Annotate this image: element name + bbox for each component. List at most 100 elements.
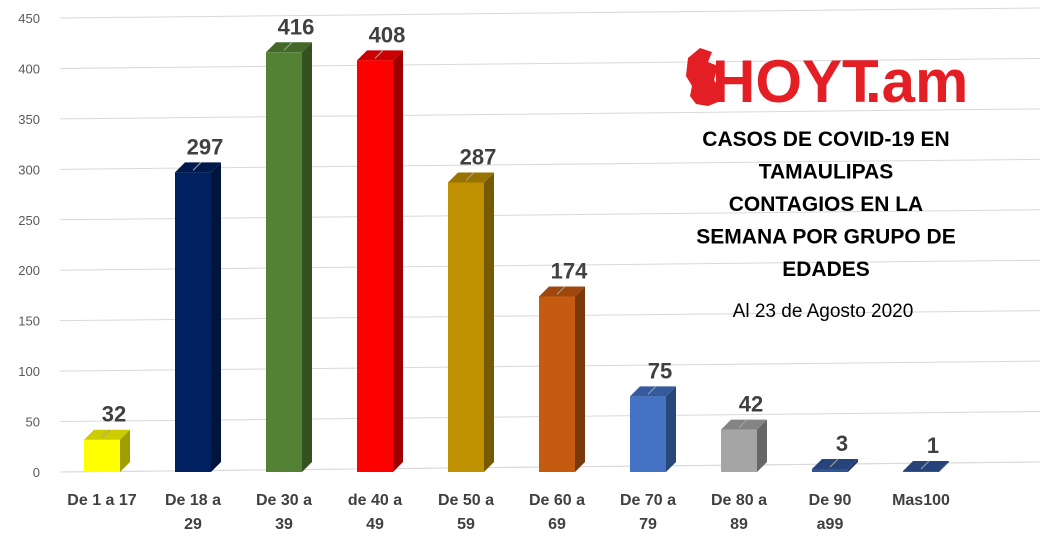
bar — [903, 460, 949, 472]
bar-top — [812, 458, 858, 469]
value-leader — [920, 460, 930, 470]
bar-side — [211, 162, 221, 473]
bar-side — [393, 50, 403, 473]
value-leader — [192, 162, 202, 171]
y-tick-label: 300 — [18, 162, 40, 177]
x-category-label: De 90 — [809, 492, 852, 509]
bar — [448, 172, 494, 472]
bar-side — [484, 172, 494, 472]
gridline — [59, 7, 1040, 19]
bar — [84, 429, 130, 472]
y-axis-ticks: 0 50 100 150 200 250 300 350 400 450 — [18, 11, 40, 480]
bar — [539, 286, 585, 472]
value-leader — [101, 429, 111, 439]
x-category-label: 49 — [366, 516, 384, 533]
x-category-label: De 30 a — [256, 492, 312, 509]
x-axis-categories: De 1 a 17 De 18 a 29 De 30 a 39 de 40 a 49 De 5… — [67, 492, 950, 533]
y-tick-label: 250 — [18, 213, 40, 228]
bar-side — [120, 429, 130, 472]
value-leader — [556, 286, 566, 295]
y-tick-label: 200 — [18, 263, 40, 278]
x-category-label: De 80 a — [711, 492, 767, 509]
value-label: 1 — [927, 433, 939, 458]
bar-front — [175, 172, 211, 473]
chart-title-line: TAMAULIPAS — [759, 161, 894, 184]
bar-top — [357, 50, 403, 61]
x-category-label: de 40 a — [348, 492, 402, 509]
chart-title-line: CONTAGIOS EN LA — [729, 193, 923, 216]
x-category-label: De 1 a 17 — [67, 492, 136, 509]
chart-subtitle: Al 23 de Agosto 2020 — [733, 301, 914, 322]
logo-map-shape — [686, 48, 722, 106]
bar-front — [357, 60, 393, 473]
gridlines — [59, 7, 1040, 473]
value-label: 75 — [648, 358, 672, 383]
value-leader — [465, 172, 475, 181]
bar — [357, 50, 403, 473]
logo-text-suffix: .am — [865, 48, 968, 115]
y-tick-label: 150 — [18, 314, 40, 329]
chart-title-line: EDADES — [782, 258, 870, 281]
bar-top — [630, 386, 676, 397]
bar-front — [721, 429, 757, 472]
bars — [84, 42, 949, 473]
value-leader — [283, 41, 293, 51]
bar-top — [539, 286, 585, 297]
bar-front — [539, 296, 575, 472]
x-category-label: 69 — [548, 516, 566, 533]
gridline — [59, 108, 1040, 120]
bar-front — [903, 470, 939, 472]
bar — [630, 386, 676, 472]
value-label: 32 — [102, 402, 126, 427]
bar-front — [630, 396, 666, 472]
x-category-label: 29 — [184, 516, 202, 533]
x-category-label: De 60 a — [529, 492, 585, 509]
x-category-label: Mas100 — [892, 492, 950, 509]
value-label: 287 — [460, 144, 497, 169]
value-leader — [829, 458, 839, 468]
gridline — [59, 57, 1040, 69]
x-category-label: 79 — [639, 516, 657, 533]
y-tick-label: 0 — [33, 465, 40, 480]
bar — [175, 162, 221, 473]
gridline — [59, 158, 1040, 170]
chart-title-line: SEMANA POR GRUPO DE — [696, 226, 955, 249]
value-label: 174 — [551, 258, 588, 283]
bar-side — [302, 42, 312, 473]
x-category-label: De 18 a — [165, 492, 221, 509]
value-label: 297 — [187, 134, 224, 159]
bar-side — [757, 419, 767, 472]
bar-front — [266, 52, 302, 473]
logo: HOYT .am — [686, 48, 968, 115]
y-tick-label: 400 — [18, 61, 40, 76]
bar-top — [903, 460, 949, 471]
x-category-label: a99 — [817, 516, 844, 533]
x-category-label: 59 — [457, 516, 475, 533]
value-leader — [374, 50, 384, 59]
bar — [812, 458, 858, 472]
value-label: 416 — [278, 14, 315, 39]
bar-side — [666, 386, 676, 472]
gridline — [59, 259, 1040, 271]
value-leader — [738, 419, 748, 428]
bar-top — [448, 172, 494, 183]
value-label: 408 — [369, 22, 406, 47]
bar-front — [448, 182, 484, 472]
y-tick-label: 50 — [26, 415, 40, 430]
bar-top — [175, 162, 221, 173]
bar — [266, 42, 312, 473]
gridline — [59, 209, 1040, 221]
value-label: 42 — [739, 392, 763, 417]
value-labels: 32 297 416 408 287 174 75 42 3 1 — [101, 14, 939, 470]
bar-front — [812, 468, 848, 472]
x-category-label: De 70 a — [620, 492, 676, 509]
x-category-label: 89 — [730, 516, 748, 533]
bar-side — [848, 458, 858, 472]
bar-side — [575, 286, 585, 472]
x-category-label: 39 — [275, 516, 293, 533]
y-tick-label: 350 — [18, 112, 40, 127]
value-label: 3 — [836, 431, 848, 456]
value-leader — [647, 385, 657, 395]
bar-side — [939, 460, 949, 472]
